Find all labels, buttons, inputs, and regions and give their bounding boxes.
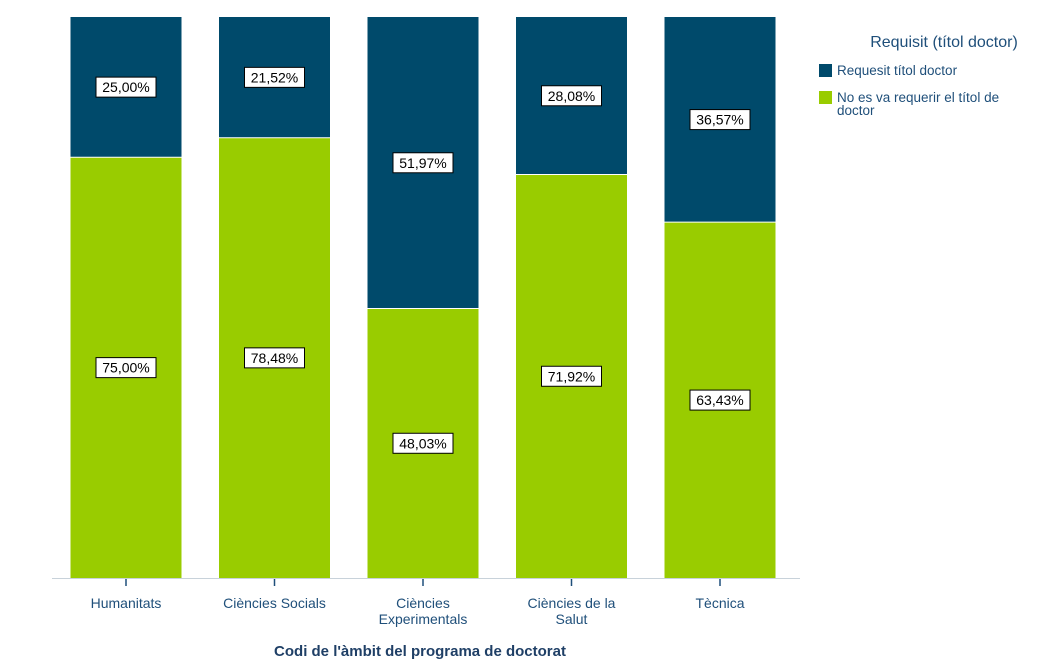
data-label-box — [541, 365, 602, 387]
legend-label-line: doctor — [837, 103, 875, 118]
data-label: 25,00% — [95, 76, 157, 98]
data-label-text: 78,48% — [251, 350, 298, 366]
x-tick-label: Tècnica — [695, 595, 744, 611]
data-label-text: 63,43% — [696, 392, 743, 408]
data-label-text: 28,08% — [548, 88, 595, 104]
x-tick-label: Ciències Experimentals — [379, 595, 468, 627]
x-tick-label: Ciències Socials — [223, 595, 326, 611]
data-label: 28,08% — [541, 85, 602, 107]
data-label-text: 75,00% — [102, 360, 149, 376]
legend-item-label: Requesit títol doctor — [837, 63, 958, 78]
data-label-text: 48,03% — [399, 435, 446, 451]
legend-item: No es va requerir el títol de doctor — [819, 90, 999, 118]
data-label: 63,43% — [689, 389, 751, 411]
data-label-box — [689, 389, 751, 411]
data-label: 51,97% — [392, 152, 454, 174]
legend-title: Requisit (títol doctor) — [870, 34, 1018, 51]
data-label: 36,57% — [689, 109, 751, 131]
legend-item-label: No es va requerir el títol de doctor — [837, 90, 999, 118]
data-label-text: 36,57% — [696, 112, 743, 128]
data-label: 78,48% — [244, 347, 305, 369]
data-label: 21,52% — [244, 66, 305, 88]
legend-swatch — [819, 64, 832, 77]
x-tick-label: Humanitats — [91, 595, 162, 611]
x-tick-label-line: Ciències — [396, 595, 450, 611]
data-label-text: 71,92% — [548, 368, 595, 384]
legend-label-line: Requesit títol doctor — [837, 63, 958, 78]
bars-layer — [70, 17, 776, 578]
data-label-box — [392, 432, 454, 454]
data-label: 71,92% — [541, 365, 602, 387]
legend-swatch — [819, 91, 832, 104]
data-label: 48,03% — [392, 432, 454, 454]
x-tick-label-line: Experimentals — [379, 611, 468, 627]
x-tick-label-line: Ciències Socials — [223, 595, 326, 611]
data-label-box — [392, 152, 454, 174]
data-label-box — [689, 109, 751, 131]
x-tick-label-line: Ciències de la — [528, 595, 616, 611]
data-label-text: 21,52% — [251, 69, 298, 85]
x-axis-title: Codi de l'àmbit del programa de doctorat — [274, 643, 566, 660]
x-tick-label-line: Humanitats — [91, 595, 162, 611]
data-label-box — [95, 76, 157, 98]
data-label-text: 51,97% — [399, 155, 446, 171]
data-label-box — [244, 66, 305, 88]
data-labels-layer: 75,00% 25,00% 78,48% 21,52% 48,03% 51,97% 71,9… — [95, 66, 751, 454]
data-label-box — [95, 357, 157, 379]
legend: Requisit (títol doctor) Requesit títol do… — [819, 34, 1018, 118]
x-tick-label-line: Salut — [556, 611, 588, 627]
legend-item: Requesit títol doctor — [819, 63, 958, 78]
x-axis: Humanitats Ciències Socials Ciències Experi… — [52, 578, 800, 627]
data-label-text: 25,00% — [102, 79, 149, 95]
data-label-box — [541, 85, 602, 107]
x-tick-label: Ciències de la Salut — [528, 595, 616, 627]
data-label: 75,00% — [95, 357, 157, 379]
x-tick-label-line: Tècnica — [695, 595, 744, 611]
data-label-box — [244, 347, 305, 369]
legend-label-line: No es va requerir el títol de — [837, 90, 999, 105]
